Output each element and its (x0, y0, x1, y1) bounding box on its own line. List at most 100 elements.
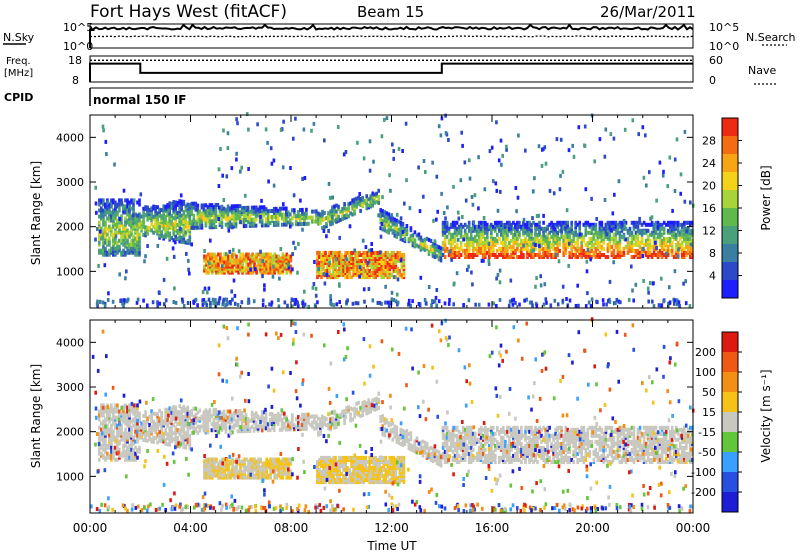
echo-cell (390, 297, 394, 302)
echo-cell (291, 252, 294, 257)
echo-cell (481, 253, 485, 257)
echo-cell (118, 447, 121, 452)
echo-cell (490, 253, 493, 257)
echo-cell (512, 234, 515, 239)
echo-cell (324, 273, 327, 278)
echo-cell (98, 413, 101, 418)
echo-cell (272, 215, 276, 219)
echo-cell (233, 262, 236, 267)
echo-cell (136, 297, 140, 302)
echo-cell (138, 218, 141, 223)
echo-cell (445, 246, 449, 251)
echo-cell (281, 262, 285, 267)
echo-cell (98, 198, 101, 203)
echo-cell (130, 405, 133, 410)
echo-cell (214, 408, 218, 412)
echo-cell (235, 151, 238, 156)
echo-cell (392, 156, 396, 161)
echo-cell (439, 256, 443, 261)
echo-cell (327, 412, 330, 417)
echo-cell (283, 206, 286, 211)
echo-cell (387, 220, 391, 225)
echo-cell (222, 214, 226, 219)
echo-cell (215, 254, 218, 259)
echo-cell (268, 221, 272, 226)
echo-cell (245, 258, 248, 263)
echo-cell (256, 414, 260, 419)
echo-cell (660, 238, 664, 243)
echo-cell (562, 253, 566, 257)
echo-cell (114, 252, 117, 257)
echo-cell (168, 215, 172, 220)
echo-cell (638, 244, 642, 249)
echo-cell (166, 422, 170, 427)
echo-cell (381, 195, 384, 200)
echo-cell (212, 418, 216, 423)
echo-cell (120, 230, 123, 235)
echo-cell (178, 205, 182, 210)
echo-cell (112, 429, 115, 434)
echo-cell (421, 238, 425, 243)
echo-cell (152, 204, 155, 209)
echo-cell (338, 253, 341, 257)
echo-cell (588, 222, 592, 227)
echo-cell (245, 112, 249, 117)
echo-cell (613, 192, 616, 197)
echo-cell (353, 248, 357, 253)
echo-cell (338, 267, 341, 271)
echo-cell (390, 290, 394, 295)
echo-cell (388, 273, 392, 278)
echo-cell (136, 437, 139, 442)
echo-cell (179, 193, 183, 198)
echo-cell (326, 265, 329, 269)
echo-cell (522, 238, 525, 243)
echo-cell (473, 238, 477, 243)
echo-cell (311, 285, 315, 290)
echo-cell (156, 217, 159, 222)
echo-cell (449, 248, 453, 253)
echo-cell (203, 254, 206, 259)
echo-cell (666, 253, 670, 257)
echo-cell (689, 250, 692, 255)
echo-cell (687, 226, 690, 231)
echo-cell (389, 215, 393, 220)
echo-cell (668, 236, 672, 241)
echo-cell (380, 267, 384, 271)
echo-cell (685, 234, 688, 239)
echo-cell (381, 209, 385, 214)
echo-cell (110, 405, 113, 410)
echo-cell (196, 215, 200, 220)
echo-cell (148, 226, 151, 230)
echo-cell (206, 410, 210, 415)
echo-cell (283, 415, 286, 420)
echo-cell (558, 228, 561, 233)
echo-cell (397, 227, 401, 232)
echo-cell (264, 207, 268, 212)
colorbar-tick-label: 24 (702, 157, 716, 170)
echo-cell (367, 203, 371, 208)
echo-cell (580, 244, 584, 249)
echo-cell (362, 156, 366, 161)
echo-cell (114, 449, 117, 454)
echo-cell (368, 253, 372, 257)
echo-cell (130, 206, 133, 211)
echo-cell (318, 271, 321, 275)
echo-cell (112, 411, 115, 416)
echo-cell (190, 219, 194, 224)
echo-cell (546, 234, 549, 239)
echo-cell (282, 202, 285, 207)
echo-cell (431, 299, 434, 303)
echo-cell (299, 423, 302, 427)
echo-cell (148, 414, 151, 419)
echo-cell (192, 225, 195, 230)
echo-cell (341, 206, 344, 211)
echo-cell (162, 208, 166, 213)
echo-cell (394, 275, 398, 280)
echo-cell (247, 297, 250, 302)
echo-cell (116, 230, 119, 235)
echo-cell (206, 209, 210, 214)
echo-cell (394, 269, 398, 273)
echo-cell (676, 302, 679, 307)
echo-cell (232, 423, 236, 428)
echo-cell (162, 220, 166, 225)
